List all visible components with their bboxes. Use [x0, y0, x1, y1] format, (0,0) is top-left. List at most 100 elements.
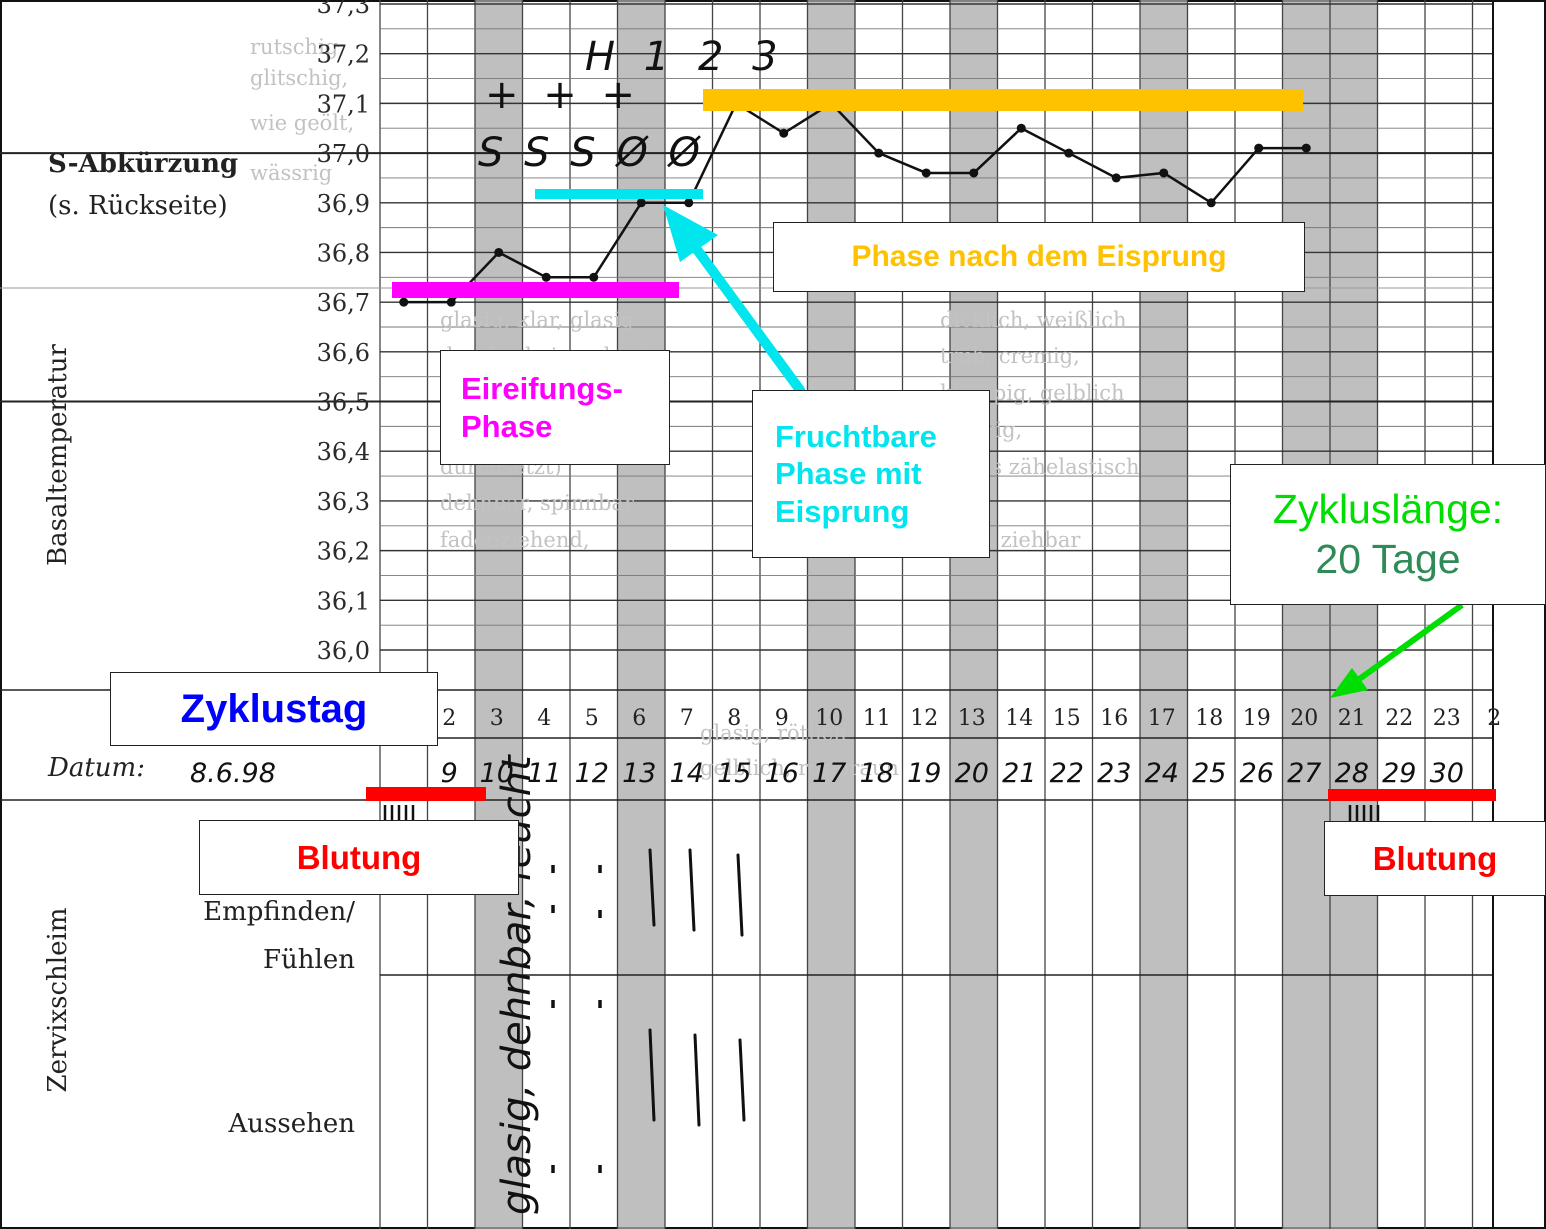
y-tick-10: 36,3 [317, 488, 370, 516]
hand-stroke-1 [688, 848, 696, 932]
date-label-13: 22 [1050, 758, 1084, 789]
day-label-11: 13 [958, 706, 986, 731]
date-label-17: 26 [1240, 758, 1274, 789]
blutung-left-bar [366, 787, 486, 801]
temperature-point-5 [589, 272, 599, 282]
hand-stroke-3 [648, 1028, 656, 1122]
y-tick-8: 36,5 [317, 389, 370, 417]
hand-stroke-2 [736, 853, 744, 937]
zykluslaenge-value: 20 Tage [1315, 535, 1461, 582]
datum-label: Datum: [47, 753, 145, 783]
zykluslaenge-arrow-shaft [1356, 602, 1464, 683]
temperature-point-11 [874, 148, 884, 158]
day-label-6: 8 [727, 706, 741, 731]
shaded-column-2 [807, 0, 855, 1229]
date-label-15: 24 [1145, 758, 1179, 789]
temperature-point-13 [969, 168, 979, 178]
ghost-text-18: gelblich, rot braun [700, 756, 899, 780]
hand-stroke-0 [648, 848, 656, 927]
day-label-22: 2 [1487, 706, 1501, 731]
date-label-5: 14 [670, 758, 704, 789]
hand-row3: S S S Ø Ø [478, 130, 704, 176]
y-tick-7: 36,6 [317, 339, 370, 367]
y-axis-label: Basaltemperatur [43, 344, 73, 566]
eireifung-label: Eireifungs-Phase [440, 350, 670, 465]
shaded-column-1 [617, 0, 665, 1229]
ghost-text-3: wässrig [250, 161, 332, 185]
temperature-point-20 [1301, 143, 1311, 153]
fruchtbar-arrowhead [663, 205, 718, 262]
date-label-12: 21 [1002, 758, 1036, 789]
ghost-text-12: trüb, cremig, [940, 344, 1080, 368]
fuehlen-label: Fühlen [263, 945, 355, 975]
date-label-8: 17 [812, 758, 846, 789]
temperature-point-17 [1159, 168, 1169, 178]
day-label-17: 19 [1243, 706, 1271, 731]
day-label-15: 17 [1148, 706, 1176, 731]
y-tick-11: 36,2 [317, 538, 370, 566]
temperature-point-16 [1111, 173, 1121, 183]
temperature-point-1 [399, 297, 409, 307]
day-label-20: 22 [1385, 706, 1413, 731]
date-label-9: 18 [860, 758, 894, 789]
eireifung-bar [392, 282, 679, 298]
temperature-point-2 [446, 297, 456, 307]
fruchtbar-bar [535, 189, 703, 199]
day-label-9: 11 [863, 706, 891, 731]
temperature-point-12 [921, 168, 931, 178]
day-label-13: 15 [1053, 706, 1081, 731]
y-tick-2: 37,1 [317, 90, 370, 118]
day-label-10: 12 [910, 706, 938, 731]
zykluslaenge-title: Zykluslänge: [1272, 486, 1504, 533]
ghost-text-4: glasig, klar, glasig [440, 308, 634, 332]
temperature-line [403, 101, 1307, 304]
date-label-0: 9 [441, 758, 458, 789]
day-label-12: 14 [1005, 706, 1033, 731]
date-label-16: 25 [1192, 758, 1226, 789]
shaded-column-5 [1282, 0, 1330, 1229]
blutung-left-label: Blutung [199, 820, 519, 895]
temperature-point-19 [1254, 143, 1264, 153]
shaded-column-3 [950, 0, 998, 1229]
date-label-1: 10 [480, 758, 514, 789]
temperature-point-15 [1064, 148, 1074, 158]
zykluslaenge-label: Zykluslänge: 20 Tage [1230, 464, 1546, 605]
zyklustag-label: Zyklustag [110, 672, 438, 746]
ghost-text-17: glasig, rötlich [700, 721, 847, 745]
temperature-point-3 [494, 247, 504, 257]
blutung-right-label: Blutung [1324, 821, 1546, 896]
temperature-point-18 [1206, 198, 1216, 208]
date-label-4: 13 [622, 758, 656, 789]
temperature-point-4 [541, 272, 551, 282]
y-tick-4: 36,9 [317, 190, 370, 218]
temperature-point-7 [684, 198, 694, 208]
shaded-column-6 [1330, 0, 1378, 1229]
date-label-14: 23 [1097, 758, 1131, 789]
date-label-2: 11 [527, 758, 561, 789]
s-abk-label: S-Abkürzung [48, 149, 238, 179]
fruchtbar-arrow-shaft [685, 235, 805, 395]
date-label-11: 20 [955, 758, 989, 789]
day-label-8: 10 [815, 706, 843, 731]
ghost-text-9: dehnbar, spinnbar, [440, 491, 638, 515]
nach-eisprung-bar [703, 89, 1303, 111]
date-label-20: 29 [1382, 758, 1416, 789]
date-label-10: 19 [907, 758, 941, 789]
day-label-18: 20 [1290, 706, 1318, 731]
date-label-3: 12 [575, 758, 609, 789]
date-label-19: 28 [1335, 758, 1369, 789]
s-abk-note: (s. Rückseite) [48, 191, 228, 221]
ghost-text-2: wie geölt, [250, 111, 354, 135]
y-tick-12: 36,1 [317, 587, 370, 615]
date-label-7: 16 [765, 758, 799, 789]
shaded-column-0 [475, 0, 523, 1229]
date-first: 8.6.98 [190, 758, 276, 789]
y-tick-9: 36,4 [317, 438, 370, 466]
ghost-text-11: dicklich, weißlich [940, 308, 1127, 332]
aussehen-label: Aussehen [228, 1109, 356, 1139]
ghost-text-0: rutschig, [250, 35, 345, 59]
hand-row2: + + + [485, 72, 641, 118]
